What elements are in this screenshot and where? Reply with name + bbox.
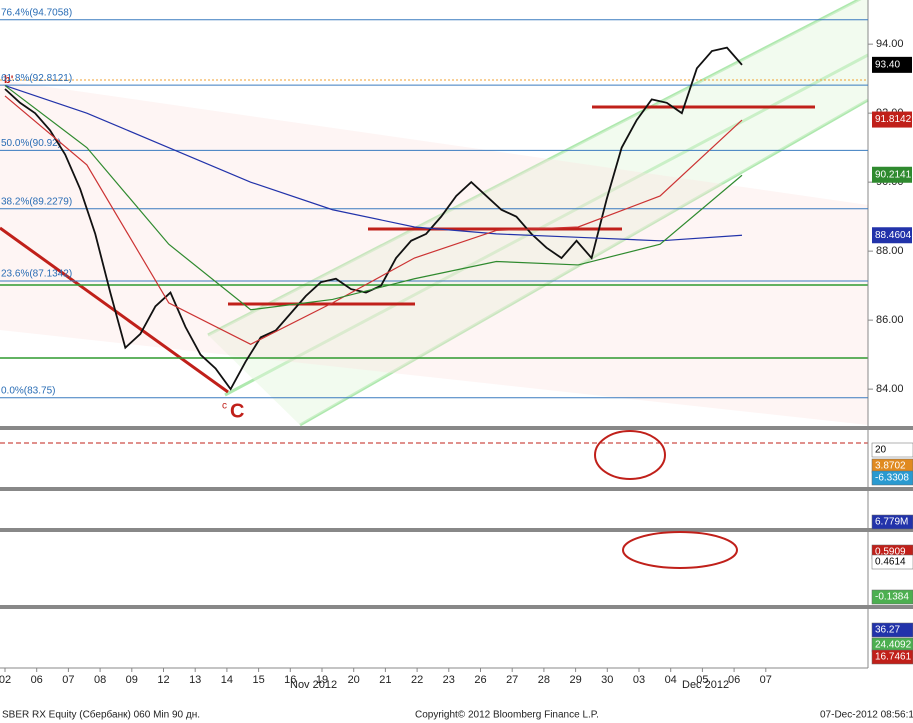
- footer-center: Copyright© 2012 Bloomberg Finance L.P.: [415, 710, 599, 721]
- x-tick-label: 06: [728, 674, 740, 686]
- wave-label: c: [222, 401, 227, 412]
- price-line: [4, 95, 743, 345]
- x-tick-label: 13: [189, 674, 201, 686]
- panel-label: 24.4092: [875, 640, 912, 651]
- panel-box: [871, 622, 913, 638]
- panel-label: -0.1384: [875, 592, 909, 603]
- month-label: Dec 2012: [682, 679, 729, 691]
- panel-label: 6.779M: [875, 517, 908, 528]
- panel-label: 0.5909: [875, 547, 906, 558]
- panel-box: [871, 554, 913, 570]
- panel-box: [871, 649, 913, 665]
- fib-label: 50.0%(90.92): [1, 138, 61, 149]
- x-tick-label: 08: [94, 674, 106, 686]
- y-tick-label: 84.00: [876, 383, 904, 395]
- x-tick-label: 05: [696, 674, 708, 686]
- price-box: [872, 227, 912, 244]
- y-tick-label: 86.00: [876, 314, 904, 326]
- fib-label: 38.2%(89.2279): [1, 196, 72, 207]
- price-box: [872, 56, 912, 73]
- panel-label: 16.7461: [875, 652, 912, 663]
- x-tick-label: 04: [665, 674, 677, 686]
- price-box-label: 93.40: [875, 59, 900, 70]
- x-tick-label: 30: [601, 674, 613, 686]
- x-tick-label: 06: [31, 674, 43, 686]
- price-box: [872, 166, 912, 183]
- x-tick-label: 23: [443, 674, 455, 686]
- x-tick-label: 26: [474, 674, 486, 686]
- panel-label: -6.3308: [875, 473, 909, 484]
- panel-box: [871, 442, 913, 458]
- fib-label: 76.4%(94.7058): [1, 7, 72, 18]
- x-tick-label: 09: [126, 674, 138, 686]
- x-tick-label: 15: [252, 674, 264, 686]
- fib-label: 61.8%(92.8121): [1, 73, 72, 84]
- panel-label: 36.27: [875, 625, 900, 636]
- panel-label: 20: [875, 445, 887, 456]
- footer-right: 07-Dec-2012 08:56:10: [820, 710, 913, 721]
- panel-box: [871, 470, 913, 486]
- price-line: [4, 84, 743, 242]
- x-tick-label: 22: [411, 674, 423, 686]
- price-box-label: 91.8142: [875, 114, 912, 125]
- panels: [0, 426, 913, 609]
- price-box-label: 88.4604: [875, 230, 912, 241]
- x-tick-label: 21: [379, 674, 391, 686]
- x-tick-label: 02: [0, 674, 11, 686]
- x-tick-label: 19: [316, 674, 328, 686]
- x-tick-label: 14: [221, 674, 233, 686]
- panel-box: [871, 589, 913, 605]
- highlight: [594, 430, 666, 480]
- x-tick-label: 16: [284, 674, 296, 686]
- highlight: [622, 531, 738, 569]
- footer-left: SBER RX Equity (Сбербанк) 060 Min 90 дн.: [2, 709, 200, 721]
- x-tick-label: 27: [506, 674, 518, 686]
- fib-label: 23.6%(87.1342): [1, 269, 72, 280]
- x-tick-label: 28: [538, 674, 550, 686]
- price-box-label: 90.2141: [875, 169, 912, 180]
- y-tick-label: 88.00: [876, 245, 904, 257]
- month-label: Nov 2012: [290, 679, 337, 691]
- price-box: [872, 111, 912, 128]
- panel-box: [871, 514, 913, 530]
- wave-label: C: [230, 400, 244, 422]
- x-tick-label: 12: [157, 674, 169, 686]
- y-tick-label: 94.00: [876, 38, 904, 50]
- x-tick-label: 07: [760, 674, 772, 686]
- panel-label: 3.8702: [875, 461, 906, 472]
- x-tick-label: 29: [569, 674, 581, 686]
- support-lines: [0, 105, 815, 394]
- x-tick-label: 03: [633, 674, 645, 686]
- x-tick-label: 07: [62, 674, 74, 686]
- fib-label: 0.0%(83.75): [1, 385, 55, 396]
- wave-label: b': [4, 74, 14, 86]
- wedge-fill: [0, 80, 868, 425]
- price-line: [4, 85, 743, 311]
- panel-label: 0.4614: [875, 557, 906, 568]
- x-tick-label: 20: [348, 674, 360, 686]
